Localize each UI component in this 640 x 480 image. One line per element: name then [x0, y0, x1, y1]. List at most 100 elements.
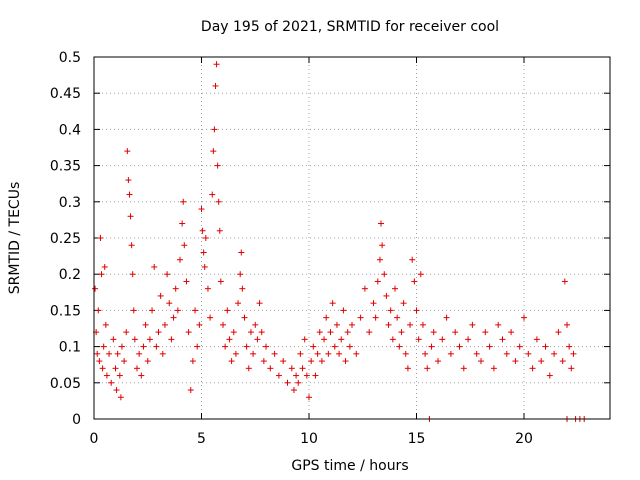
data-point	[546, 372, 553, 379]
data-point	[103, 372, 110, 379]
data-point	[327, 329, 334, 336]
data-point	[439, 336, 446, 343]
y-tick-label: 0.1	[59, 340, 81, 356]
data-point	[473, 350, 480, 357]
data-point	[460, 365, 467, 372]
data-point	[314, 350, 321, 357]
data-point	[124, 148, 131, 155]
y-tick-label: 0.3	[59, 195, 81, 211]
data-point	[140, 343, 147, 350]
y-axis-ticks: 0 0.05 0.1 0.15 0.2 0.25 0.3 0.35 0.4 0.45 0.5	[50, 50, 610, 428]
data-point	[325, 350, 332, 357]
data-point	[275, 372, 282, 379]
data-point	[215, 198, 222, 205]
data-point	[280, 358, 287, 365]
data-point	[94, 350, 101, 357]
y-axis-label: SRMTID / TECUs	[7, 182, 23, 295]
data-point	[170, 314, 177, 321]
data-point	[245, 365, 252, 372]
data-point	[376, 256, 383, 263]
data-point	[183, 278, 190, 285]
data-point	[331, 343, 338, 350]
data-point	[478, 358, 484, 365]
x-axis-label: GPS time / hours	[291, 458, 408, 474]
data-point	[383, 292, 390, 299]
data-point	[570, 350, 577, 357]
data-point	[353, 350, 360, 357]
data-point	[198, 206, 205, 213]
data-point	[92, 285, 99, 292]
data-point	[290, 387, 297, 394]
data-point	[144, 358, 151, 365]
data-point	[344, 329, 351, 336]
data-point	[561, 278, 568, 285]
data-point	[379, 242, 386, 249]
data-point	[312, 372, 319, 379]
data-point	[321, 336, 328, 343]
data-point	[495, 321, 502, 328]
data-point	[185, 329, 192, 336]
data-point	[99, 365, 106, 372]
data-point	[428, 343, 435, 350]
data-point	[151, 263, 158, 270]
data-point	[387, 307, 394, 314]
data-point	[308, 358, 315, 365]
data-point	[357, 314, 364, 321]
data-point	[564, 321, 570, 328]
plot-frame	[93, 56, 611, 420]
data-point	[378, 220, 385, 227]
data-point	[525, 350, 532, 357]
data-point	[102, 321, 109, 328]
data-points	[92, 61, 588, 422]
data-point	[114, 350, 121, 357]
data-point	[112, 365, 119, 372]
data-point	[127, 213, 134, 220]
data-point	[551, 350, 558, 357]
x-tick-label: 10	[300, 431, 318, 447]
data-point	[512, 358, 519, 365]
data-point	[381, 271, 388, 278]
data-point	[306, 394, 312, 401]
data-point	[486, 343, 493, 350]
data-point	[212, 82, 219, 89]
y-tick-label: 0.45	[50, 86, 81, 102]
data-point	[398, 329, 405, 336]
data-point	[288, 365, 295, 372]
data-point	[503, 350, 510, 357]
data-point	[340, 307, 347, 314]
data-point	[192, 307, 199, 314]
data-point	[263, 343, 269, 350]
data-point	[194, 343, 201, 350]
data-point	[372, 314, 379, 321]
data-point	[542, 343, 549, 350]
data-point	[293, 372, 300, 379]
data-point	[108, 379, 115, 386]
data-point	[566, 343, 573, 350]
data-point	[256, 300, 263, 307]
data-point	[187, 387, 194, 394]
data-point	[366, 329, 373, 336]
data-point	[220, 321, 226, 328]
data-point	[106, 350, 113, 357]
data-point	[422, 350, 429, 357]
data-point	[469, 321, 476, 328]
y-tick-label: 0.5	[59, 50, 81, 66]
data-point	[417, 271, 424, 278]
data-point	[142, 321, 149, 328]
data-point	[392, 285, 398, 292]
data-point	[521, 314, 527, 321]
data-point	[130, 307, 137, 314]
data-point	[146, 336, 153, 343]
data-point	[316, 329, 323, 336]
data-point	[129, 271, 136, 278]
data-point	[297, 350, 304, 357]
data-point	[323, 314, 330, 321]
data-point	[177, 256, 183, 263]
data-point	[247, 329, 254, 336]
x-tick-label: 0	[90, 431, 99, 447]
data-point	[419, 321, 426, 328]
data-point	[538, 358, 545, 365]
data-point	[239, 285, 246, 292]
data-point	[342, 358, 349, 365]
